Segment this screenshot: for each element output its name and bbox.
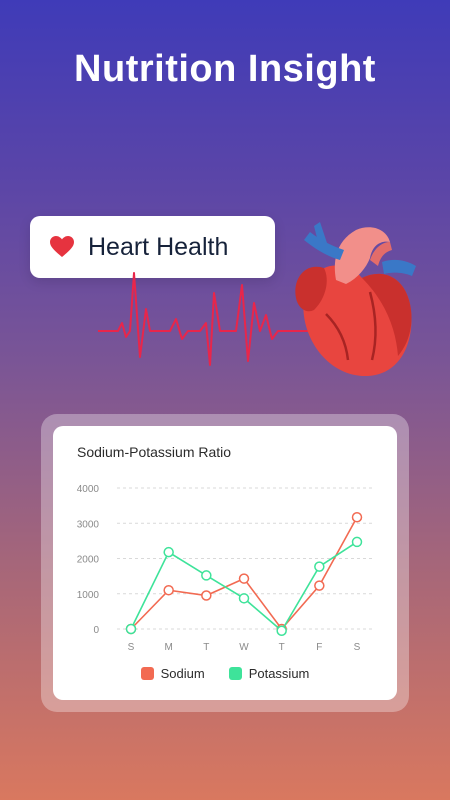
heart-health-badge: Heart Health [30, 216, 275, 278]
chart-legend: Sodium Potassium [53, 666, 397, 681]
point-sodium-5 [314, 580, 325, 591]
x-tick-label-4: T [279, 642, 285, 653]
point-potassium-1 [163, 546, 174, 558]
x-tick-label-3: W [239, 642, 249, 653]
legend-item-potassium: Potassium [228, 666, 310, 681]
point-sodium-6 [351, 512, 363, 523]
point-sodium-2 [201, 590, 212, 601]
ecg-line [98, 272, 320, 366]
anatomical-heart-illustration [295, 222, 416, 377]
legend-swatch-sodium [140, 667, 154, 680]
y-tick-label-1: 1000 [77, 590, 100, 601]
point-sodium-3 [238, 573, 250, 584]
legend-swatch-potassium [228, 667, 242, 680]
point-potassium-5 [314, 561, 325, 572]
x-tick-label-2: T [203, 642, 209, 653]
chart-title: Sodium-Potassium Ratio [77, 444, 232, 460]
line-chart: 0 1000 2000 3000 4000 S M T W T F S [77, 484, 373, 653]
legend-item-sodium: Sodium [140, 666, 205, 681]
y-tick-label-3: 3000 [77, 519, 100, 530]
x-tick-label-0: S [128, 642, 135, 653]
point-potassium-4 [276, 625, 287, 637]
y-tick-label-0: 0 [93, 625, 99, 636]
point-potassium-3 [238, 593, 250, 604]
y-tick-label-4: 4000 [77, 484, 100, 495]
point-potassium-6 [351, 536, 363, 548]
heart-icon [50, 236, 74, 257]
point-potassium-2 [201, 570, 212, 581]
legend-label-potassium: Potassium [248, 666, 310, 681]
x-tick-label-1: M [164, 642, 172, 653]
series-line-sodium [130, 516, 358, 631]
x-tick-label-5: F [316, 642, 322, 653]
point-sodium-1 [163, 584, 174, 596]
y-tick-label-2: 2000 [77, 555, 100, 566]
heart-health-label: Heart Health [88, 232, 229, 261]
headline: Nutrition Insight [74, 48, 376, 90]
point-potassium-0 [125, 623, 137, 635]
x-tick-label-6: S [354, 642, 361, 653]
chart-card: Sodium-Potassium Ratio 0 1000 2000 3000 4000… [53, 426, 397, 700]
legend-label-sodium: Sodium [160, 666, 205, 681]
